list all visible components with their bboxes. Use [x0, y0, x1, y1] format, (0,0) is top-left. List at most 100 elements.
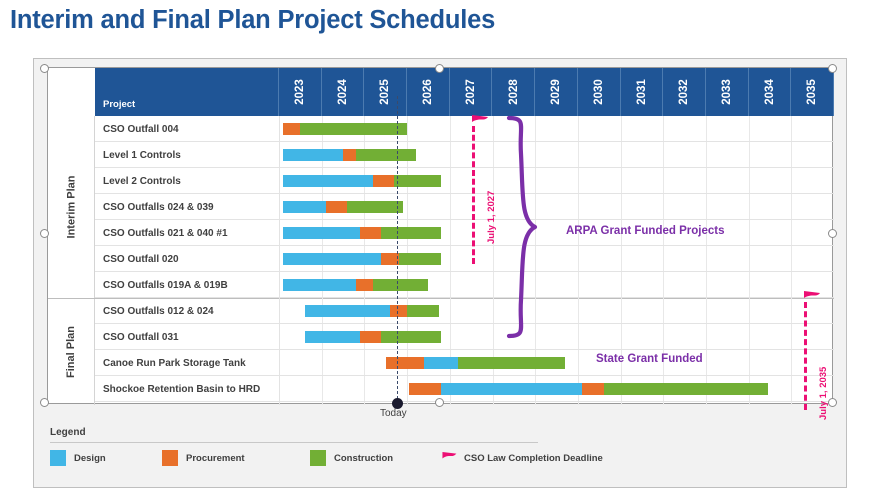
gantt-bar-segment-construction[interactable]	[355, 149, 416, 161]
legend-item-construction[interactable]: Construction	[310, 450, 393, 466]
plan-group-interim-label: Interim Plan	[65, 175, 77, 239]
gantt-bar-segment-procurement[interactable]	[390, 305, 408, 317]
table-row[interactable]: Level 2 Controls	[95, 168, 834, 194]
table-row[interactable]: CSO Outfalls 019A & 019B	[95, 272, 834, 298]
gantt-bar-segment-procurement[interactable]	[360, 331, 382, 343]
deadline-label-2035: July 1, 2035	[818, 366, 829, 420]
selection-handle-top-left[interactable]	[40, 64, 49, 73]
gantt-bar-segment-procurement[interactable]	[372, 175, 395, 187]
gantt-bar-segment-procurement[interactable]	[360, 227, 382, 239]
table-row[interactable]: Shockoe Retention Basin to HRD	[95, 376, 834, 402]
legend-item-procurement[interactable]: Procurement	[162, 450, 245, 466]
row-project-label: Level 2 Controls	[103, 175, 181, 187]
legend-label: Construction	[334, 452, 394, 464]
plan-group-final-label: Final Plan	[65, 325, 77, 378]
plan-group-interim: Interim Plan	[48, 116, 95, 298]
gantt-bar-segment-construction[interactable]	[407, 305, 440, 317]
gantt-bar-segment-procurement[interactable]	[582, 383, 604, 395]
table-row[interactable]: Level 1 Controls	[95, 142, 834, 168]
arpa-brace	[506, 115, 538, 339]
legend-label: Procurement	[186, 452, 245, 464]
gantt-bar-segment-procurement[interactable]	[283, 123, 301, 135]
header-year-2033: 2033	[706, 68, 749, 116]
selection-handle-top-right[interactable]	[828, 64, 837, 73]
selection-handle-middle-right[interactable]	[828, 229, 837, 238]
header-year-label: 2028	[507, 79, 520, 105]
gantt-bar-segment-procurement[interactable]	[385, 357, 425, 369]
table-row[interactable]: CSO Outfalls 024 & 039	[95, 194, 834, 220]
gantt-bar-segment-design[interactable]	[283, 201, 326, 213]
selection-handle-bottom-center[interactable]	[435, 398, 444, 407]
today-dot	[392, 398, 403, 409]
gantt-bar-segment-construction[interactable]	[381, 227, 442, 239]
gantt-bar-segment-procurement[interactable]	[325, 201, 348, 213]
header-year-2032: 2032	[663, 68, 706, 116]
gantt-bar-segment-construction[interactable]	[381, 331, 442, 343]
gantt-bar-segment-design[interactable]	[304, 331, 361, 343]
legend-swatch	[310, 450, 326, 466]
selection-handle-bottom-right[interactable]	[828, 398, 837, 407]
deadline-label-2027: July 1, 2027	[486, 190, 497, 244]
gantt-bar-segment-construction[interactable]	[372, 279, 429, 291]
header-year-2034: 2034	[749, 68, 792, 116]
gantt-bar-segment-procurement[interactable]	[343, 149, 356, 161]
gantt-bar-segment-design[interactable]	[283, 149, 344, 161]
header-year-label: 2034	[763, 79, 776, 105]
header-year-2028: 2028	[493, 68, 536, 116]
table-row[interactable]: CSO Outfall 031	[95, 324, 834, 350]
row-project-label: Canoe Run Park Storage Tank	[103, 357, 246, 369]
gridline-2028	[492, 116, 494, 405]
header-year-2023: 2023	[279, 68, 322, 116]
row-project-label: Level 1 Controls	[103, 149, 181, 161]
today-line	[397, 96, 398, 404]
legend-item-design[interactable]: Design	[50, 450, 106, 466]
gantt-bar-segment-design[interactable]	[304, 305, 390, 317]
header-year-label: 2023	[293, 79, 306, 105]
table-row[interactable]: CSO Outfall 004	[95, 116, 834, 142]
legend-item-cso-law-completion-deadline[interactable]: CSO Law Completion Deadline	[440, 450, 603, 467]
gantt-bar-segment-construction[interactable]	[347, 201, 403, 213]
gantt-bar-segment-construction[interactable]	[394, 175, 442, 187]
row-project-label: CSO Outfall 031	[103, 331, 179, 343]
gantt-bar-segment-design[interactable]	[283, 253, 382, 265]
selection-handle-middle-left[interactable]	[40, 229, 49, 238]
selection-handle-bottom-left[interactable]	[40, 398, 49, 407]
gantt-bar-segment-design[interactable]	[283, 227, 361, 239]
header-year-2031: 2031	[621, 68, 664, 116]
header-project-label: Project	[103, 99, 136, 110]
header-year-label: 2033	[720, 79, 733, 105]
gridline-2032	[663, 116, 665, 405]
header-year-label: 2024	[336, 79, 349, 105]
gantt-bar-segment-construction[interactable]	[603, 383, 768, 395]
cso-deadline-flag-icon-2	[804, 291, 820, 298]
plan-group-column: Interim Plan Final Plan	[48, 68, 95, 405]
gantt-bar-segment-construction[interactable]	[458, 357, 566, 369]
gridline-2031	[620, 116, 622, 405]
selection-handle-top-center[interactable]	[435, 64, 444, 73]
gridline-2035	[791, 116, 793, 405]
gantt-bar-segment-design[interactable]	[441, 383, 583, 395]
gantt-bar-segment-procurement[interactable]	[381, 253, 399, 265]
gantt-chart: Interim Plan Final Plan Project 2023 2024…	[47, 67, 835, 405]
gantt-bar-segment-procurement[interactable]	[409, 383, 442, 395]
label-column-separator	[279, 116, 280, 405]
header-year-2024: 2024	[322, 68, 365, 116]
gantt-bar-segment-construction[interactable]	[398, 253, 442, 265]
header-year-label: 2031	[635, 79, 648, 105]
gantt-bar-segment-design[interactable]	[283, 175, 373, 187]
gantt-bar-segment-design[interactable]	[424, 357, 459, 369]
gridline-2027	[449, 116, 451, 405]
deadline-marker-2035: July 1, 2035	[800, 290, 829, 420]
gridline-2029	[535, 116, 537, 405]
table-row[interactable]: CSO Outfalls 012 & 024	[95, 298, 834, 324]
header-year-2029: 2029	[535, 68, 578, 116]
table-row[interactable]: CSO Outfall 020	[95, 246, 834, 272]
table-row[interactable]: CSO Outfalls 021 & 040 #1	[95, 220, 834, 246]
gantt-bar-segment-construction[interactable]	[300, 123, 408, 135]
header-year-2026: 2026	[407, 68, 450, 116]
gantt-bar-segment-design[interactable]	[283, 279, 356, 291]
today-label: Today	[380, 408, 407, 419]
gantt-bar-segment-procurement[interactable]	[355, 279, 373, 291]
table-row[interactable]: Canoe Run Park Storage Tank	[95, 350, 834, 376]
